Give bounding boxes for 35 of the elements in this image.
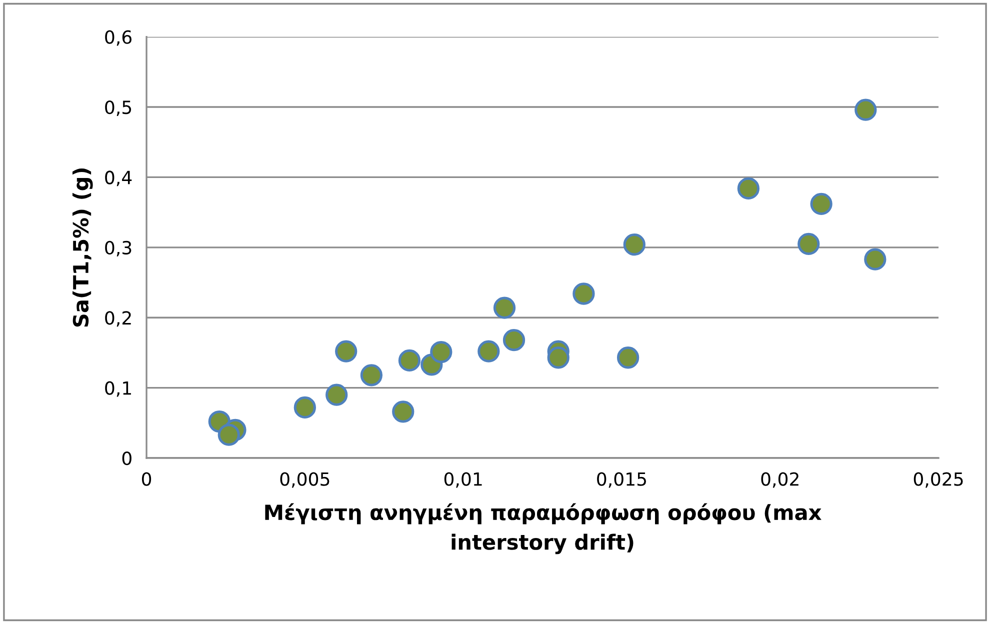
x-tick-label: 0,005: [280, 472, 330, 488]
y-tick-label: 0,5: [105, 100, 132, 116]
y-tick-label: 0: [122, 451, 132, 466]
y-tick-label: 0,1: [105, 381, 131, 397]
x-axis-title: Μέγιστη ανηγμένη παραμόρφωση ορόφου (max interstory drift): [265, 503, 822, 554]
x-tick-label: 0,015: [597, 472, 646, 488]
point: [864, 248, 886, 270]
x-tick-label: 0,01: [444, 472, 482, 488]
x-tick-label: 0,02: [761, 472, 798, 488]
y-tick-label: 0,2: [105, 311, 131, 327]
point: [493, 296, 516, 319]
point: [616, 346, 640, 369]
point: [854, 98, 877, 121]
point: [218, 424, 240, 446]
point: [398, 349, 421, 372]
point: [572, 282, 595, 305]
point: [798, 232, 820, 255]
y-tick-label: 0,3: [105, 240, 132, 256]
point: [623, 234, 646, 256]
y-tick-label: 0,4: [105, 170, 132, 186]
point: [502, 329, 526, 352]
point: [737, 177, 760, 200]
point: [810, 192, 832, 215]
point: [478, 340, 500, 362]
y-tick-label: 0,6: [105, 30, 132, 46]
point: [392, 400, 414, 423]
point: [326, 384, 348, 406]
point: [360, 364, 383, 386]
point: [335, 340, 358, 362]
point: [294, 396, 316, 419]
point: [430, 340, 452, 364]
y-axis-title: Sa(T1,5%) (g): [72, 168, 93, 327]
x-tick-label: 0: [142, 472, 152, 486]
x-tick-label: 0,025: [914, 472, 963, 488]
point: [547, 346, 570, 369]
